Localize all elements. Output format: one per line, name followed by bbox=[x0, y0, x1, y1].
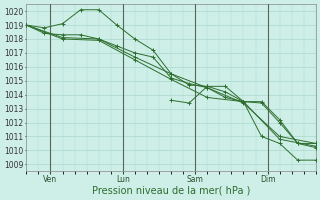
X-axis label: Pression niveau de la mer( hPa ): Pression niveau de la mer( hPa ) bbox=[92, 186, 250, 196]
